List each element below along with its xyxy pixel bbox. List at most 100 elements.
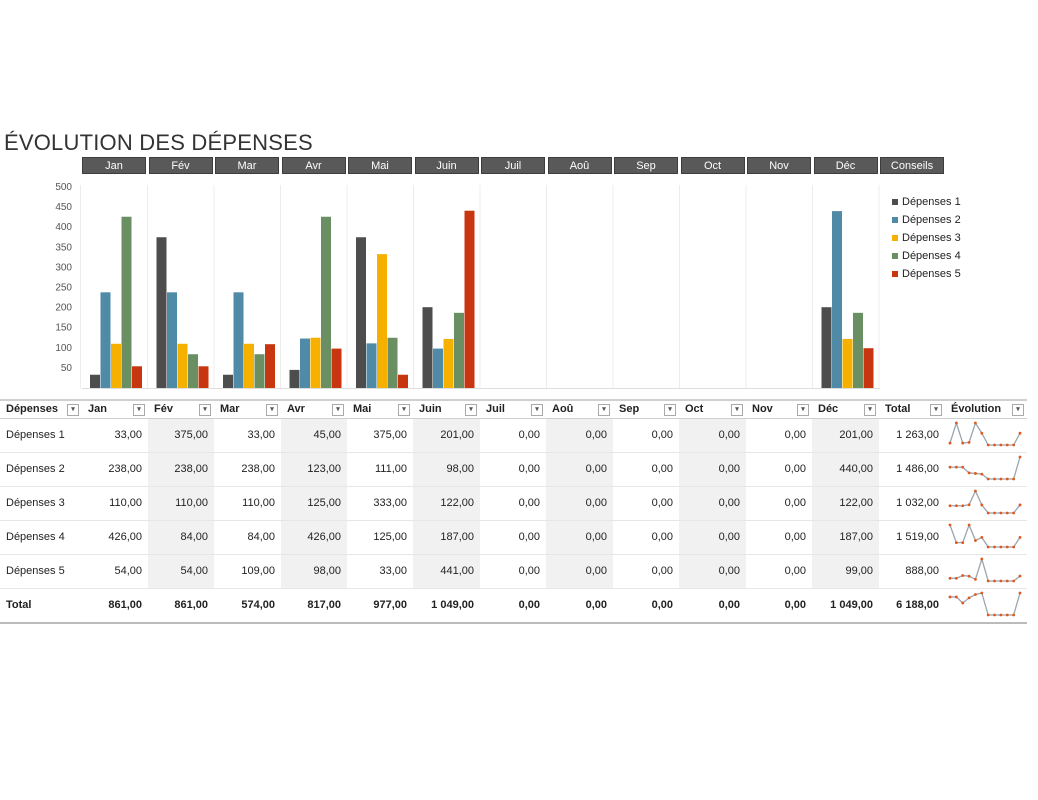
amount-cell[interactable]: 0,00 <box>679 520 746 555</box>
amount-cell[interactable]: 861,00 <box>82 588 148 624</box>
amount-cell[interactable]: 125,00 <box>347 520 413 555</box>
filter-dropdown-icon[interactable]: ▾ <box>598 404 610 416</box>
amount-cell[interactable]: 98,00 <box>281 554 347 589</box>
amount-cell[interactable]: 375,00 <box>148 418 214 453</box>
filter-dropdown-icon[interactable]: ▾ <box>332 404 344 416</box>
filter-dropdown-icon[interactable]: ▾ <box>930 404 942 416</box>
amount-cell[interactable]: 110,00 <box>82 486 148 521</box>
amount-cell[interactable]: 187,00 <box>413 520 480 555</box>
filter-dropdown-icon[interactable]: ▾ <box>864 404 876 416</box>
amount-cell[interactable]: 0,00 <box>679 452 746 487</box>
amount-cell[interactable]: 0,00 <box>613 588 679 624</box>
amount-cell[interactable]: 0,00 <box>546 554 613 589</box>
filter-dropdown-icon[interactable]: ▾ <box>465 404 477 416</box>
amount-cell[interactable]: 110,00 <box>214 486 281 521</box>
amount-cell[interactable]: 1 049,00 <box>812 588 879 624</box>
amount-cell[interactable]: 187,00 <box>812 520 879 555</box>
amount-cell[interactable]: 84,00 <box>214 520 281 555</box>
amount-cell[interactable]: 0,00 <box>679 554 746 589</box>
amount-cell[interactable]: 110,00 <box>148 486 214 521</box>
amount-cell[interactable]: 0,00 <box>546 588 613 624</box>
amount-cell[interactable]: 201,00 <box>812 418 879 453</box>
amount-cell[interactable]: 0,00 <box>480 452 546 487</box>
amount-cell[interactable]: 0,00 <box>546 486 613 521</box>
row-total-cell[interactable]: 888,00 <box>879 554 945 589</box>
row-total-cell[interactable]: 1 519,00 <box>879 520 945 555</box>
amount-cell[interactable]: 238,00 <box>214 452 281 487</box>
filter-dropdown-icon[interactable]: ▾ <box>398 404 410 416</box>
amount-cell[interactable]: 238,00 <box>148 452 214 487</box>
row-total-cell[interactable]: 1 486,00 <box>879 452 945 487</box>
row-total-cell[interactable]: 1 263,00 <box>879 418 945 453</box>
amount-cell[interactable]: 0,00 <box>679 486 746 521</box>
month-header-12[interactable]: Conseils <box>880 157 944 174</box>
amount-cell[interactable]: 0,00 <box>480 588 546 624</box>
month-header-9[interactable]: Oct <box>680 157 745 174</box>
amount-cell[interactable]: 238,00 <box>82 452 148 487</box>
amount-cell[interactable]: 440,00 <box>812 452 879 487</box>
amount-cell[interactable]: 111,00 <box>347 452 413 487</box>
filter-dropdown-icon[interactable]: ▾ <box>199 404 211 416</box>
amount-cell[interactable]: 0,00 <box>613 452 679 487</box>
amount-cell[interactable]: 0,00 <box>546 520 613 555</box>
amount-cell[interactable]: 45,00 <box>281 418 347 453</box>
filter-dropdown-icon[interactable]: ▾ <box>731 404 743 416</box>
row-total-cell[interactable]: 1 032,00 <box>879 486 945 521</box>
amount-cell[interactable]: 54,00 <box>82 554 148 589</box>
amount-cell[interactable]: 99,00 <box>812 554 879 589</box>
amount-cell[interactable]: 1 049,00 <box>413 588 480 624</box>
amount-cell[interactable]: 0,00 <box>746 486 812 521</box>
filter-dropdown-icon[interactable]: ▾ <box>67 404 79 416</box>
amount-cell[interactable]: 122,00 <box>812 486 879 521</box>
amount-cell[interactable]: 0,00 <box>613 418 679 453</box>
month-header-0[interactable]: Jan <box>82 157 146 174</box>
amount-cell[interactable]: 98,00 <box>413 452 480 487</box>
amount-cell[interactable]: 0,00 <box>746 520 812 555</box>
month-header-8[interactable]: Sep <box>614 157 678 174</box>
filter-dropdown-icon[interactable]: ▾ <box>531 404 543 416</box>
amount-cell[interactable]: 0,00 <box>679 418 746 453</box>
filter-dropdown-icon[interactable]: ▾ <box>133 404 145 416</box>
amount-cell[interactable]: 123,00 <box>281 452 347 487</box>
amount-cell[interactable]: 441,00 <box>413 554 480 589</box>
amount-cell[interactable]: 201,00 <box>413 418 480 453</box>
amount-cell[interactable]: 0,00 <box>746 418 812 453</box>
amount-cell[interactable]: 109,00 <box>214 554 281 589</box>
month-header-2[interactable]: Mar <box>215 157 279 174</box>
amount-cell[interactable]: 574,00 <box>214 588 281 624</box>
amount-cell[interactable]: 0,00 <box>480 486 546 521</box>
amount-cell[interactable]: 33,00 <box>82 418 148 453</box>
amount-cell[interactable]: 33,00 <box>214 418 281 453</box>
month-header-5[interactable]: Juin <box>414 157 479 174</box>
amount-cell[interactable]: 817,00 <box>281 588 347 624</box>
amount-cell[interactable]: 122,00 <box>413 486 480 521</box>
filter-dropdown-icon[interactable]: ▾ <box>1012 404 1024 416</box>
month-header-7[interactable]: Aoû <box>547 157 612 174</box>
month-header-1[interactable]: Fév <box>148 157 213 174</box>
amount-cell[interactable]: 977,00 <box>347 588 413 624</box>
month-header-6[interactable]: Juil <box>481 157 545 174</box>
amount-cell[interactable]: 0,00 <box>746 452 812 487</box>
amount-cell[interactable]: 0,00 <box>679 588 746 624</box>
amount-cell[interactable]: 0,00 <box>613 554 679 589</box>
amount-cell[interactable]: 0,00 <box>746 554 812 589</box>
amount-cell[interactable]: 426,00 <box>82 520 148 555</box>
filter-dropdown-icon[interactable]: ▾ <box>664 404 676 416</box>
amount-cell[interactable]: 33,00 <box>347 554 413 589</box>
month-header-3[interactable]: Avr <box>281 157 346 174</box>
amount-cell[interactable]: 333,00 <box>347 486 413 521</box>
amount-cell[interactable]: 0,00 <box>480 554 546 589</box>
amount-cell[interactable]: 0,00 <box>746 588 812 624</box>
month-header-11[interactable]: Déc <box>813 157 878 174</box>
amount-cell[interactable]: 0,00 <box>613 520 679 555</box>
filter-dropdown-icon[interactable]: ▾ <box>266 404 278 416</box>
amount-cell[interactable]: 54,00 <box>148 554 214 589</box>
amount-cell[interactable]: 0,00 <box>480 418 546 453</box>
amount-cell[interactable]: 426,00 <box>281 520 347 555</box>
amount-cell[interactable]: 0,00 <box>546 452 613 487</box>
amount-cell[interactable]: 375,00 <box>347 418 413 453</box>
amount-cell[interactable]: 861,00 <box>148 588 214 624</box>
amount-cell[interactable]: 0,00 <box>613 486 679 521</box>
month-header-4[interactable]: Mai <box>348 157 412 174</box>
amount-cell[interactable]: 125,00 <box>281 486 347 521</box>
